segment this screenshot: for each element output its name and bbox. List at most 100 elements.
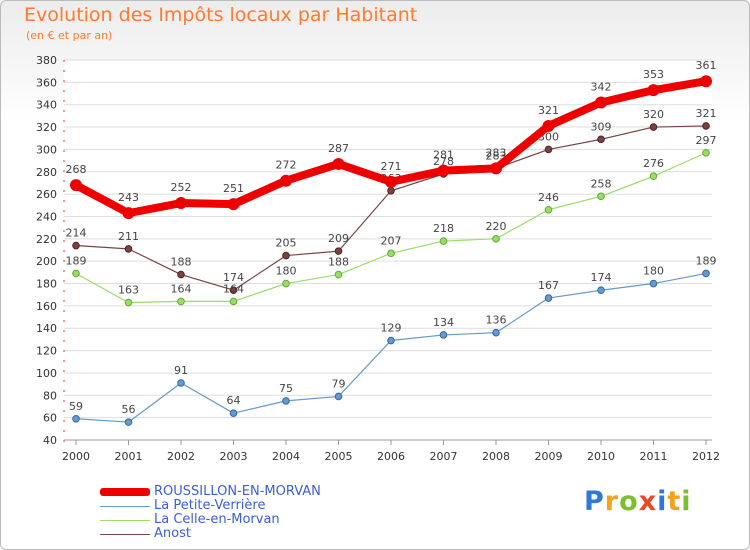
- y-tick-label: 140: [36, 322, 57, 335]
- data-label: 243: [118, 191, 139, 204]
- y-tick-label: 60: [43, 412, 57, 425]
- data-label: 211: [118, 230, 139, 243]
- data-point: [597, 135, 605, 144]
- y-tick-label: 240: [36, 210, 57, 223]
- x-tick-label: 2005: [325, 450, 353, 463]
- data-point: [124, 298, 133, 307]
- y-tick-label: 160: [36, 300, 57, 313]
- x-tick-label: 2002: [167, 450, 195, 463]
- chart-title: Evolution des Impôts locaux par Habitant: [24, 4, 418, 26]
- data-label: 75: [279, 382, 293, 395]
- data-label: 180: [643, 265, 664, 278]
- data-label: 278: [433, 155, 454, 168]
- data-label: 189: [696, 254, 717, 267]
- data-point: [282, 279, 290, 288]
- y-tick-label: 120: [36, 345, 57, 358]
- data-label: 246: [538, 191, 559, 204]
- data-label: 129: [381, 322, 402, 335]
- data-point: [700, 75, 712, 88]
- data-label: 353: [643, 68, 664, 81]
- legend-swatch: [100, 488, 150, 496]
- data-label: 164: [223, 282, 244, 295]
- y-tick-label: 180: [36, 278, 57, 291]
- data-point: [282, 251, 290, 260]
- data-label: 136: [486, 314, 507, 327]
- data-point: [177, 379, 185, 387]
- data-point: [439, 331, 448, 339]
- data-label: 188: [171, 256, 192, 269]
- data-point: [334, 270, 343, 279]
- legend-swatch: [100, 505, 150, 507]
- data-label: 59: [69, 400, 83, 413]
- x-tick-label: 2000: [62, 450, 90, 463]
- data-label: 252: [171, 181, 192, 194]
- data-point: [544, 294, 553, 302]
- legend-swatch: [100, 533, 150, 535]
- data-point: [229, 297, 238, 306]
- data-label: 321: [538, 104, 559, 117]
- data-point: [70, 179, 82, 192]
- data-label: 134: [433, 316, 454, 329]
- y-tick-label: 100: [36, 367, 57, 380]
- data-point: [282, 397, 290, 405]
- series-2: 189 163 164 164 180 188 207 218 220 246 258 276 297: [66, 134, 717, 307]
- data-point: [72, 414, 80, 423]
- y-tick-label: 380: [36, 54, 57, 67]
- data-label: 321: [696, 107, 717, 120]
- data-point: [229, 409, 238, 417]
- data-point: [280, 174, 292, 187]
- y-tick-label: 40: [43, 434, 57, 447]
- data-point: [387, 249, 395, 258]
- x-tick-label: 2006: [377, 450, 405, 463]
- data-point: [124, 418, 133, 426]
- data-label: 320: [643, 108, 664, 121]
- legend-label: Anost: [154, 526, 191, 541]
- data-label: 163: [118, 284, 139, 297]
- data-label: 64: [227, 394, 241, 407]
- data-label: 268: [66, 163, 87, 176]
- x-tick-label: 2011: [640, 450, 668, 463]
- data-point: [544, 205, 553, 214]
- legend-label: La Celle-en-Morvan: [154, 512, 280, 527]
- legend-swatch: [100, 519, 150, 521]
- data-label: 189: [66, 254, 87, 267]
- data-point: [334, 392, 343, 401]
- data-label: 218: [433, 222, 454, 235]
- data-label: 188: [328, 256, 349, 269]
- data-point: [439, 237, 448, 245]
- data-label: 271: [381, 160, 402, 173]
- data-label: 281: [433, 149, 454, 162]
- data-label: 164: [171, 282, 192, 295]
- x-tick-label: 2001: [115, 450, 143, 463]
- data-point: [544, 145, 553, 154]
- data-point: [177, 297, 185, 306]
- x-tick-label: 2009: [535, 450, 563, 463]
- data-point: [542, 119, 555, 132]
- y-tick-label: 260: [36, 188, 57, 201]
- y-tick-label: 320: [36, 121, 57, 134]
- data-label: 205: [276, 237, 297, 250]
- data-label: 251: [223, 182, 244, 195]
- data-label: 297: [696, 134, 717, 147]
- x-tick-label: 2012: [692, 450, 720, 463]
- plot-area: [64, 60, 712, 440]
- data-point: [702, 122, 710, 130]
- data-label: 258: [591, 177, 612, 190]
- data-point: [647, 84, 660, 97]
- data-point: [702, 148, 710, 157]
- data-point: [492, 235, 500, 243]
- data-label: 272: [276, 159, 297, 172]
- data-label: 91: [174, 364, 188, 377]
- data-point: [595, 96, 607, 109]
- x-tick-label: 2008: [482, 450, 510, 463]
- data-label: 174: [591, 271, 612, 284]
- data-point: [649, 123, 658, 131]
- y-tick-label: 280: [36, 166, 57, 179]
- x-tick-label: 2007: [430, 450, 458, 463]
- y-tick-label: 80: [43, 389, 57, 402]
- data-point: [122, 207, 135, 220]
- data-label: 207: [381, 234, 402, 247]
- data-label: 220: [486, 220, 507, 233]
- data-label: 309: [591, 120, 612, 133]
